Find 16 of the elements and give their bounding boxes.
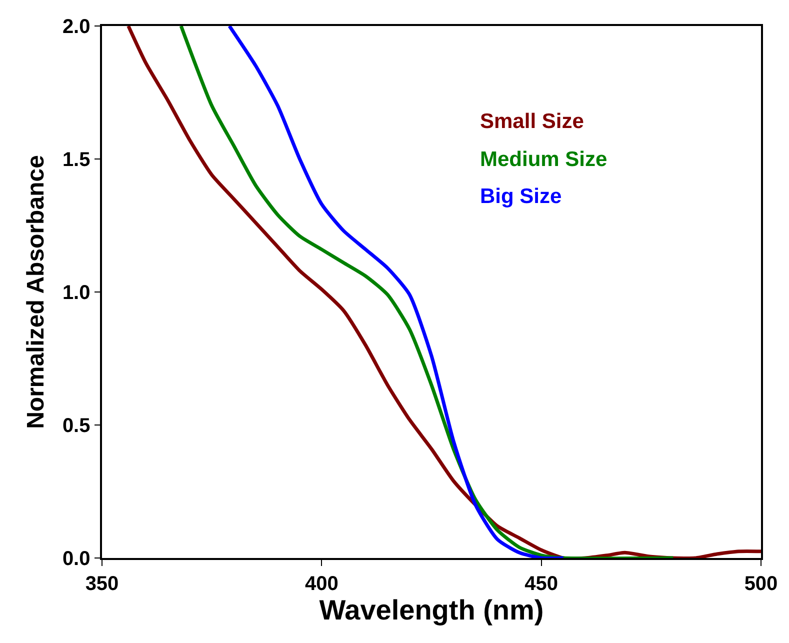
y-tick-label: 1.0 [62, 282, 90, 304]
x-axis-title: Wavelength (nm) [319, 594, 544, 626]
text: Small Size [480, 110, 584, 133]
y-tick-label: 0.5 [62, 415, 90, 437]
y-tick-label: 1.5 [62, 149, 90, 171]
text: Medium Size [480, 148, 608, 171]
x-tick-label: 500 [744, 572, 778, 595]
y-tick-label: 0.0 [62, 548, 90, 570]
text: Big Size [480, 185, 562, 208]
y-axis-title: Normalized Absorbance [22, 155, 50, 429]
x-tick-label: 400 [304, 572, 338, 595]
line-series [126, 26, 761, 558]
y-tick-label: 2.0 [62, 16, 90, 38]
x-tick-label: 450 [524, 572, 558, 595]
line-series [179, 26, 675, 558]
x-tick-label: 350 [85, 572, 119, 595]
